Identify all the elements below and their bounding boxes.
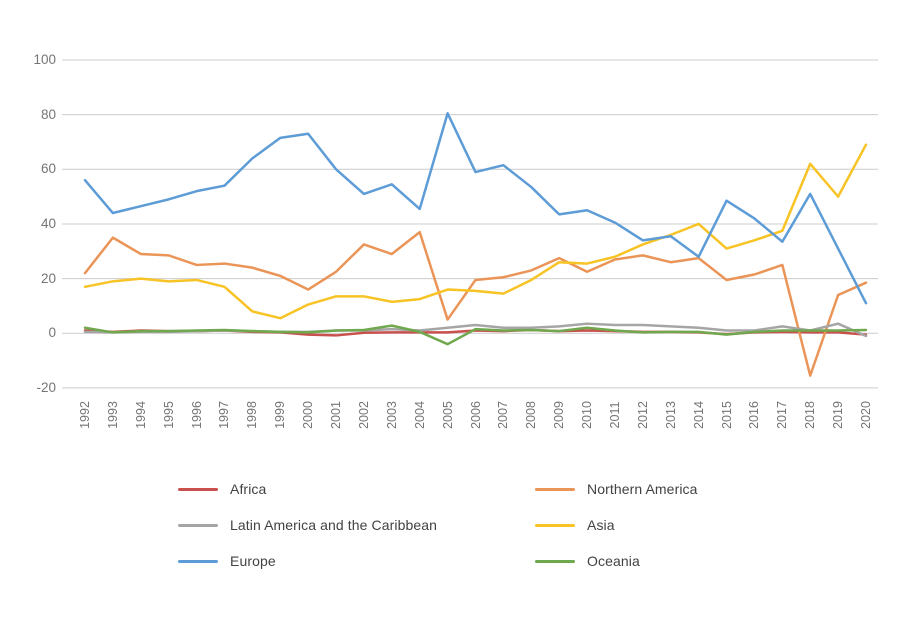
- x-tick-label-2018: 2018: [803, 401, 818, 429]
- x-tick-label-2015: 2015: [719, 401, 734, 429]
- y-tick-label-40: 40: [40, 215, 56, 231]
- x-tick-label-1993: 1993: [105, 401, 120, 429]
- x-tick-label-1996: 1996: [189, 401, 204, 429]
- x-tick-label-1992: 1992: [78, 401, 92, 429]
- legend-swatch-icon: [178, 559, 218, 563]
- legend-label: Africa: [230, 481, 267, 497]
- y-tick-label-0: 0: [48, 325, 56, 341]
- series-line-northern-america: [83, 230, 868, 377]
- x-tick-label-2004: 2004: [412, 401, 427, 429]
- x-tick-label-1997: 1997: [217, 401, 232, 429]
- legend-swatch-icon: [535, 487, 575, 491]
- legend-label: Northern America: [587, 481, 698, 497]
- legend-label: Europe: [230, 553, 276, 569]
- y-tick-label--20: -20: [36, 379, 56, 395]
- legend-item-northern-america: Northern America: [535, 481, 698, 497]
- y-tick-label-100: 100: [33, 52, 56, 67]
- x-tick-label-2011: 2011: [607, 401, 622, 429]
- legend-label: Latin America and the Caribbean: [230, 517, 438, 533]
- x-tick-label-2005: 2005: [440, 401, 455, 429]
- x-tick-label-1999: 1999: [273, 401, 288, 429]
- x-tick-label-2007: 2007: [496, 401, 511, 429]
- x-tick-label-2003: 2003: [384, 401, 399, 429]
- x-tick-label-2001: 2001: [329, 401, 344, 429]
- chart-legend: Africa Northern America Latin America and …: [178, 471, 698, 579]
- series-line-asia: [83, 143, 868, 320]
- x-tick-label-2013: 2013: [663, 401, 678, 429]
- x-tick-label-2020: 2020: [859, 401, 873, 429]
- x-tick-label-2008: 2008: [524, 401, 539, 429]
- legend-item-oceania: Oceania: [535, 553, 698, 569]
- y-tick-label-80: 80: [40, 106, 56, 122]
- y-tick-label-20: 20: [40, 270, 56, 286]
- x-tick-label-2016: 2016: [747, 401, 762, 429]
- legend-swatch-icon: [178, 523, 218, 527]
- legend-swatch-icon: [178, 487, 218, 491]
- legend-label: Oceania: [587, 553, 640, 569]
- legend-swatch-icon: [535, 559, 575, 563]
- legend-label: Asia: [587, 517, 615, 533]
- x-tick-label-2017: 2017: [775, 401, 790, 429]
- legend-item-latin-america-and-the-caribbean: Latin America and the Caribbean: [178, 517, 535, 533]
- x-tick-label-2006: 2006: [468, 401, 483, 429]
- x-tick-label-2009: 2009: [552, 401, 567, 429]
- legend-item-africa: Africa: [178, 481, 535, 497]
- x-tick-label-2014: 2014: [691, 401, 706, 429]
- series-line-europe: [83, 112, 868, 305]
- x-tick-label-2002: 2002: [356, 401, 371, 429]
- x-tick-label-2012: 2012: [635, 401, 650, 429]
- legend-item-europe: Europe: [178, 553, 535, 569]
- x-tick-label-1995: 1995: [161, 401, 176, 429]
- legend-item-asia: Asia: [535, 517, 698, 533]
- legend-swatch-icon: [535, 523, 575, 527]
- x-tick-label-2019: 2019: [831, 401, 846, 429]
- series-line-oceania: [83, 324, 868, 346]
- x-tick-label-2010: 2010: [580, 401, 595, 429]
- chart-plot-area: [62, 59, 878, 389]
- y-tick-label-60: 60: [40, 161, 56, 177]
- x-tick-label-1998: 1998: [245, 401, 260, 429]
- x-tick-label-2000: 2000: [301, 401, 316, 429]
- x-tick-label-1994: 1994: [133, 401, 148, 429]
